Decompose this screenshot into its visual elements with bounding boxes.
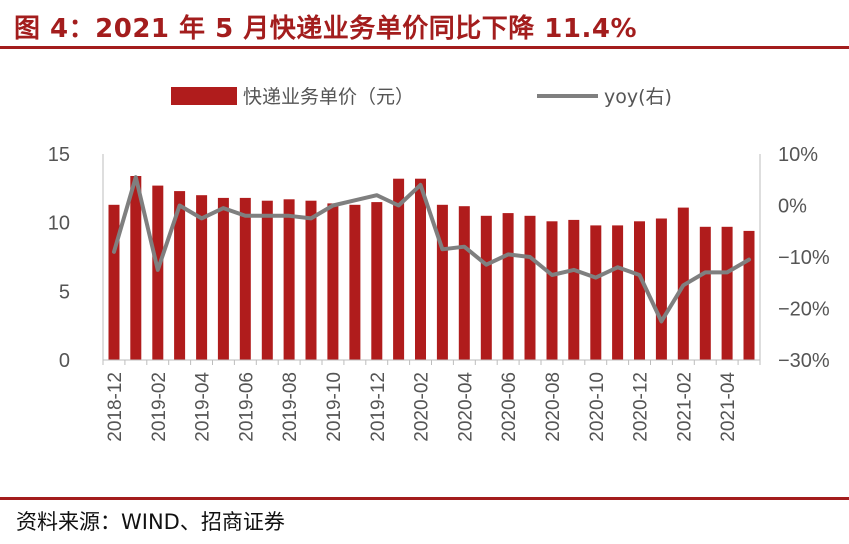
bar bbox=[239, 197, 251, 360]
x-axis-tick-label: 2021-04 bbox=[718, 372, 739, 442]
x-axis-tick-label: 2019-06 bbox=[236, 372, 257, 442]
bar bbox=[480, 215, 492, 360]
bar bbox=[371, 202, 383, 360]
right-axis-tick-label: −30% bbox=[778, 350, 830, 372]
yoy-line bbox=[112, 175, 751, 324]
footer-divider bbox=[0, 497, 849, 500]
bar bbox=[393, 178, 405, 360]
x-axis-tick-label: 2019-12 bbox=[368, 372, 389, 442]
bar bbox=[524, 215, 536, 360]
source-note: 资料来源：WIND、招商证券 bbox=[16, 510, 285, 534]
x-axis-tick-label: 2020-10 bbox=[587, 372, 608, 442]
bar bbox=[327, 203, 339, 360]
x-axis-tick-label: 2020-02 bbox=[412, 372, 433, 442]
x-axis-tick-label: 2019-04 bbox=[193, 372, 214, 442]
legend-bar-label: 快递业务单价（元） bbox=[243, 86, 414, 108]
chart: 快递业务单价（元） yoy(右) 0 5 10 15 −30% −20% −10% 0% 10… bbox=[48, 86, 830, 442]
bar bbox=[458, 206, 470, 360]
legend: 快递业务单价（元） yoy(右) bbox=[171, 86, 672, 108]
bar bbox=[108, 204, 120, 360]
x-axis-tick-label: 2018-12 bbox=[105, 372, 126, 442]
bar bbox=[568, 219, 580, 360]
bar bbox=[152, 185, 164, 360]
x-axis-tick-label: 2020-12 bbox=[631, 372, 652, 442]
x-axis-tick-label: 2020-06 bbox=[499, 372, 520, 442]
bar bbox=[502, 213, 514, 360]
legend-line-label: yoy(右) bbox=[604, 86, 672, 108]
left-axis-tick-label: 5 bbox=[59, 281, 70, 303]
right-axis-tick-label: −10% bbox=[778, 247, 830, 269]
right-axis-tick-label: −20% bbox=[778, 299, 830, 321]
bar bbox=[436, 204, 448, 360]
left-axis-tick-label: 15 bbox=[48, 144, 70, 166]
axes bbox=[102, 154, 761, 365]
x-axis-ticks: 2018-12 2019-02 2019-04 2019-06 2019-08 2019-… bbox=[105, 372, 739, 442]
legend-bar-swatch bbox=[171, 87, 237, 105]
x-axis-tick-label: 2020-04 bbox=[455, 372, 476, 442]
bar bbox=[546, 221, 558, 360]
x-axis-tick-label: 2019-08 bbox=[280, 372, 301, 442]
right-axis-tick-label: 10% bbox=[778, 144, 818, 166]
bar-series bbox=[108, 176, 755, 360]
x-axis-tick-label: 2019-02 bbox=[149, 372, 170, 442]
x-axis-tick-label: 2021-02 bbox=[674, 372, 695, 442]
page-title: 图 4：2021 年 5 月快递业务单价同比下降 11.4% bbox=[14, 14, 638, 44]
bar bbox=[349, 204, 361, 360]
bar bbox=[590, 225, 602, 360]
bar bbox=[612, 225, 624, 360]
bar bbox=[634, 221, 645, 360]
x-axis-tick-label: 2020-08 bbox=[543, 372, 564, 442]
bar bbox=[721, 226, 733, 360]
left-axis-ticks: 0 5 10 15 bbox=[48, 144, 70, 372]
bar bbox=[655, 218, 667, 360]
bar bbox=[196, 195, 208, 360]
bar bbox=[130, 176, 142, 360]
bar bbox=[743, 230, 755, 360]
bar bbox=[305, 200, 317, 360]
right-axis-ticks: −30% −20% −10% 0% 10% bbox=[778, 144, 830, 372]
title-divider bbox=[0, 46, 849, 49]
left-axis-tick-label: 0 bbox=[59, 350, 70, 372]
left-axis-tick-label: 10 bbox=[48, 213, 70, 235]
bar bbox=[261, 200, 273, 360]
x-axis-tick-label: 2019-10 bbox=[324, 372, 345, 442]
bar bbox=[217, 197, 229, 360]
bar bbox=[415, 178, 426, 360]
bar bbox=[174, 191, 186, 360]
right-axis-tick-label: 0% bbox=[778, 196, 807, 218]
yoy-line-series bbox=[112, 175, 751, 324]
bar bbox=[283, 199, 295, 360]
bar bbox=[699, 226, 711, 360]
